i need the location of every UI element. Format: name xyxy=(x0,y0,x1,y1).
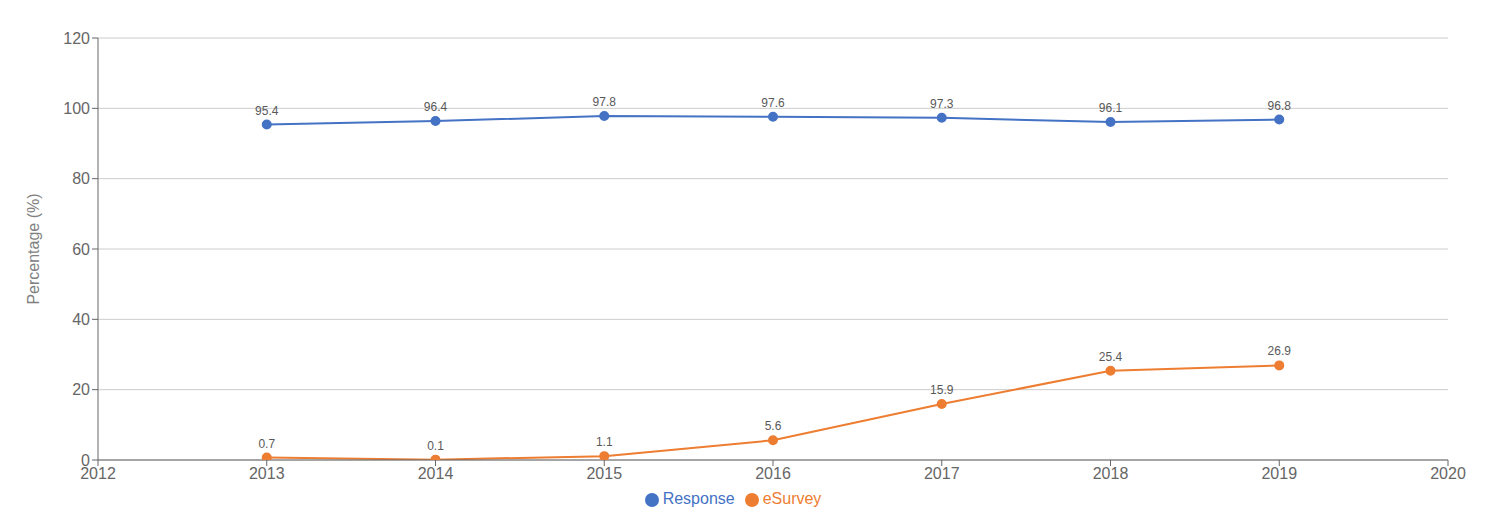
svg-text:25.4: 25.4 xyxy=(1099,350,1123,364)
svg-text:2012: 2012 xyxy=(80,465,116,483)
svg-text:2015: 2015 xyxy=(586,465,622,482)
svg-text:2016: 2016 xyxy=(755,465,791,482)
svg-text:0.1: 0.1 xyxy=(427,439,444,453)
svg-text:0.7: 0.7 xyxy=(258,437,275,451)
svg-text:97.8: 97.8 xyxy=(593,95,617,109)
svg-text:0: 0 xyxy=(81,452,90,469)
svg-text:2020: 2020 xyxy=(1430,465,1466,482)
svg-text:100: 100 xyxy=(63,100,90,117)
svg-text:40: 40 xyxy=(72,311,90,328)
svg-text:2017: 2017 xyxy=(924,465,960,482)
svg-text:97.6: 97.6 xyxy=(761,96,785,110)
svg-text:96.1: 96.1 xyxy=(1099,101,1123,115)
svg-text:Percentage (%): Percentage (%) xyxy=(25,193,42,304)
svg-text:120: 120 xyxy=(63,30,90,47)
svg-text:2014: 2014 xyxy=(418,465,454,482)
svg-text:95.4: 95.4 xyxy=(255,104,279,118)
svg-text:60: 60 xyxy=(72,241,90,258)
svg-text:80: 80 xyxy=(72,170,90,187)
svg-text:20: 20 xyxy=(72,381,90,398)
html-text:Response: Response xyxy=(662,490,735,507)
svg-text:2018: 2018 xyxy=(1093,465,1129,482)
svg-text:5.6: 5.6 xyxy=(765,419,782,433)
svg-text:26.9: 26.9 xyxy=(1268,344,1292,358)
svg-text:15.9: 15.9 xyxy=(930,383,954,397)
svg-text:2019: 2019 xyxy=(1261,465,1297,482)
svg-text:96.4: 96.4 xyxy=(424,100,448,114)
svg-text:2013: 2013 xyxy=(249,465,285,482)
svg-text:1.1: 1.1 xyxy=(596,435,613,449)
svg-text:96.8: 96.8 xyxy=(1268,99,1292,113)
svg-text:97.3: 97.3 xyxy=(930,97,954,111)
html-text:eSurvey: eSurvey xyxy=(762,490,822,507)
